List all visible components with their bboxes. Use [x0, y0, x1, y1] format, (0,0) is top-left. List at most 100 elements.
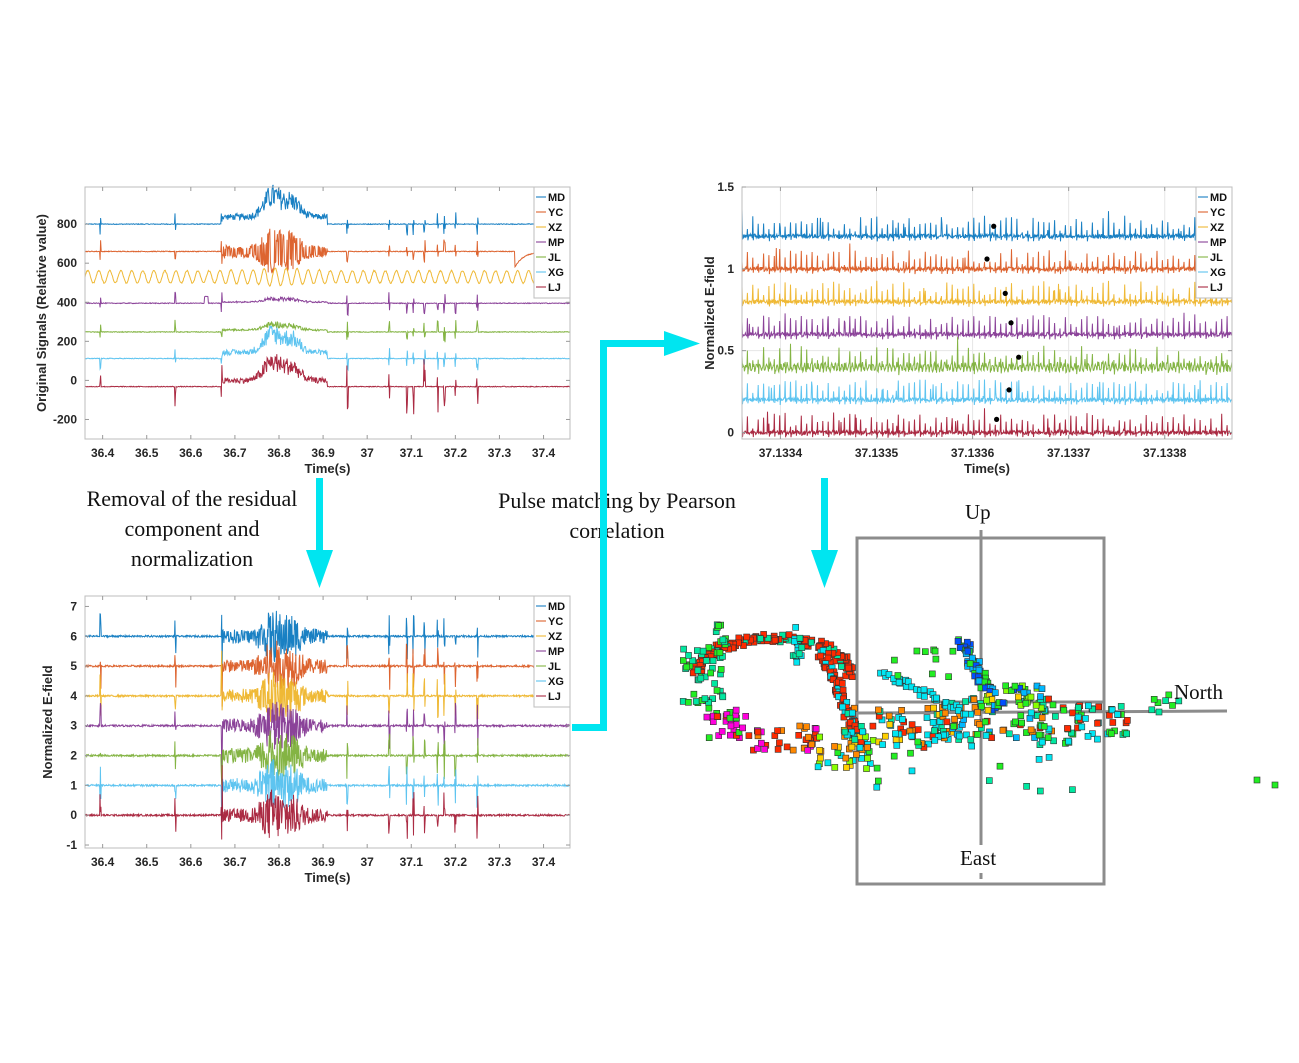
source-point — [680, 645, 687, 653]
source-point — [1064, 725, 1071, 732]
source-point — [791, 638, 798, 645]
x-tick-label: 37.2 — [444, 855, 468, 869]
lightning-3d-map — [679, 530, 1279, 886]
x-axis-label: Time(s) — [964, 461, 1010, 476]
source-point — [703, 657, 710, 664]
source-point — [757, 635, 764, 642]
source-point — [761, 745, 768, 753]
source-point — [875, 706, 882, 714]
series-line-jl — [84, 730, 571, 786]
source-point — [942, 699, 950, 706]
matched-pulse-marker — [1006, 387, 1012, 393]
source-point — [981, 718, 989, 726]
source-point — [932, 655, 940, 663]
source-point — [758, 739, 765, 747]
source-point — [1032, 702, 1040, 709]
source-point — [743, 633, 750, 641]
source-point — [716, 649, 724, 656]
source-point — [839, 686, 847, 694]
source-point — [699, 647, 707, 655]
source-point — [949, 647, 957, 655]
source-point — [892, 736, 900, 744]
source-point — [931, 647, 939, 655]
y-tick-label: 400 — [57, 295, 77, 309]
source-point — [705, 704, 713, 712]
source-point — [985, 777, 993, 784]
source-point — [718, 728, 726, 735]
source-point — [1117, 703, 1125, 710]
source-point — [1049, 701, 1057, 709]
source-point — [851, 736, 859, 743]
axis-label-up: Up — [965, 500, 991, 524]
source-point — [991, 689, 999, 696]
source-point — [798, 644, 806, 651]
x-tick-label: 36.9 — [311, 855, 335, 869]
source-point — [879, 741, 886, 748]
source-point — [1020, 689, 1028, 697]
source-point — [963, 731, 970, 739]
legend-entry: MP — [548, 237, 565, 249]
source-point — [816, 747, 823, 754]
source-point — [1082, 715, 1089, 722]
x-tick-label: 36.7 — [223, 446, 247, 460]
source-point — [804, 747, 811, 754]
series-line-xg — [85, 758, 571, 823]
source-point — [841, 728, 849, 736]
source-point — [1123, 730, 1131, 738]
source-point — [831, 743, 838, 750]
legend-entry: JL — [548, 252, 561, 264]
x-tick-label: 37.3 — [488, 855, 512, 869]
y-tick-label: 600 — [57, 256, 77, 270]
legend-entry: YC — [548, 616, 563, 628]
source-point — [970, 696, 978, 703]
source-point — [713, 687, 721, 694]
source-point — [914, 738, 922, 746]
source-point — [1035, 731, 1043, 739]
source-point — [873, 764, 881, 772]
source-point — [875, 777, 882, 785]
source-point — [966, 660, 974, 667]
source-point — [885, 671, 893, 678]
source-point — [864, 754, 871, 762]
source-point — [1154, 699, 1162, 706]
source-point — [817, 652, 824, 660]
source-point — [783, 743, 791, 751]
source-point — [808, 741, 815, 748]
series-line-mp — [741, 312, 1233, 340]
y-tick-label: 1 — [70, 778, 77, 792]
source-point — [929, 719, 937, 726]
y-tick-label: 7 — [70, 599, 77, 613]
source-point — [1017, 712, 1025, 719]
source-point — [882, 732, 889, 740]
source-point — [690, 690, 698, 698]
legend-entry: MD — [1210, 192, 1227, 204]
source-point — [1069, 709, 1076, 717]
source-point — [1036, 787, 1044, 795]
source-point — [709, 695, 717, 702]
series-line-md — [741, 208, 1233, 242]
x-tick-label: 37.4 — [532, 446, 556, 460]
x-tick-label: 36.5 — [135, 446, 159, 460]
source-point — [735, 729, 743, 736]
source-point — [1052, 713, 1059, 720]
source-point — [975, 677, 983, 685]
source-point — [796, 634, 804, 642]
source-point — [812, 725, 820, 733]
y-tick-label: 0.5 — [717, 344, 734, 358]
source-point — [950, 723, 957, 730]
source-point — [974, 709, 982, 716]
legend: MD YC XZ MP JL XG LJ — [533, 595, 571, 708]
source-point — [839, 703, 846, 711]
source-point — [705, 734, 713, 741]
source-point — [732, 706, 740, 714]
source-point — [1271, 781, 1279, 789]
source-point — [1023, 782, 1030, 790]
source-point — [925, 740, 932, 748]
series-line-jl — [741, 337, 1233, 376]
legend-entry: MP — [1210, 237, 1227, 249]
source-point — [779, 631, 786, 639]
x-tick-label: 37.1 — [400, 855, 424, 869]
source-point — [905, 678, 912, 685]
source-point — [924, 705, 932, 712]
source-point — [717, 666, 725, 673]
